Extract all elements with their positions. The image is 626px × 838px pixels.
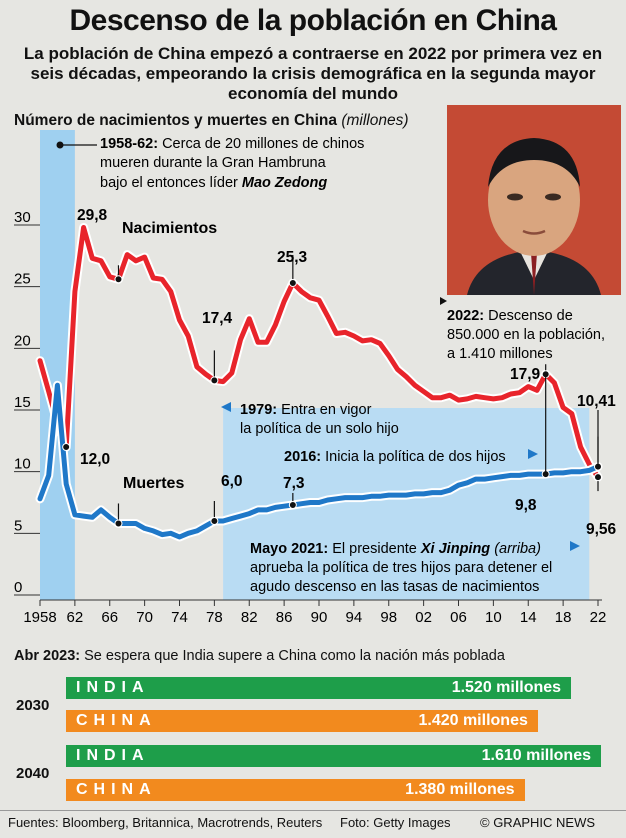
country-name: CHINA <box>76 712 157 729</box>
forecast-bar-china-2030: CHINA 1.420 millones <box>66 710 538 732</box>
two-child-arrow-icon <box>528 449 538 459</box>
chart-unit: (millones) <box>341 112 409 129</box>
svg-text:bajo el entonces líder Mao Zed: bajo el entonces líder Mao Zedong <box>100 175 327 191</box>
forecast-year-2040: 2040 <box>16 765 50 782</box>
svg-text:aprueba la política de tres hi: aprueba la política de tres hijos para d… <box>250 560 552 576</box>
births-series-label: Nacimientos <box>122 220 217 237</box>
forecast-year-2030: 2030 <box>16 697 50 714</box>
x-tick-label: 14 <box>520 609 537 626</box>
forecast-bar-india-2040: INDIA 1.610 millones <box>66 745 601 767</box>
deaths-2016-label: 9,8 <box>515 497 537 514</box>
x-tick-label: 82 <box>241 609 258 626</box>
three-child-note: Mayo 2021: El presidente Xi Jinping (arr… <box>250 541 552 595</box>
series-line-muertes <box>37 382 601 540</box>
country-name: INDIA <box>76 679 150 696</box>
y-tick-label: 5 <box>14 517 22 534</box>
three-child-arrow-icon <box>570 541 580 551</box>
births-2022-marker <box>594 473 602 492</box>
births-1987-marker <box>288 254 297 287</box>
x-tick-label: 22 <box>590 609 607 626</box>
population-value: 1.610 millones <box>481 747 591 764</box>
forecast-bar-china-2040: CHINA 1.380 millones <box>66 779 525 801</box>
footer-photo-credit: Foto: Getty Images <box>340 815 451 830</box>
x-tick-label: 66 <box>101 609 118 626</box>
births-low-1961-label: 12,0 <box>80 451 110 468</box>
births-2016-label: 17,9 <box>510 366 541 383</box>
x-tick-label: 06 <box>450 609 467 626</box>
x-tick-label: 98 <box>380 609 397 626</box>
deaths-1987-marker <box>288 492 297 509</box>
deaths-label-marker <box>114 503 123 528</box>
population-value: 1.520 millones <box>451 679 562 696</box>
deaths-1978-marker <box>210 501 219 525</box>
y-tick-label: 20 <box>14 332 31 349</box>
births-1961-marker <box>62 443 71 451</box>
y-tick-label: 15 <box>14 394 31 411</box>
series-lines <box>35 223 603 542</box>
value-markers <box>62 254 602 528</box>
x-tick-label: 78 <box>206 609 223 626</box>
deaths-series-label: Muertes <box>123 475 184 492</box>
population-2022-note: 2022: Descenso de 850.000 en la població… <box>447 308 605 362</box>
births-2022-label: 9,56 <box>586 521 617 538</box>
photo-pointer-arrow-icon <box>440 297 447 305</box>
famine-note: 1958-62: Cerca de 20 millones de chinos … <box>100 136 364 191</box>
y-axis-ticks: 0 5 10 15 20 25 30 <box>14 209 40 596</box>
chart-heading: Número de nacimientos y muertes en China… <box>14 112 409 130</box>
portrait-illustration <box>447 105 621 295</box>
births-deaths-chart: 0 5 10 15 20 25 30 1958 62 66 70 74 78 82 86 90 94 98 02 0… <box>14 130 617 626</box>
x-tick-label: 02 <box>415 609 432 626</box>
deaths-1978-label: 6,0 <box>221 473 243 490</box>
births-1978-label: 17,4 <box>202 310 233 327</box>
y-tick-label: 30 <box>14 209 31 226</box>
forecast-heading: Abr 2023: Se espera que India supere a C… <box>14 648 505 664</box>
deaths-2022-label: 10,41 <box>577 393 616 410</box>
x-axis-ticks: 1958 62 66 70 74 78 82 86 90 94 98 02 06 10 14 18 22 <box>23 599 607 626</box>
svg-text:850.000 en la población,: 850.000 en la población, <box>447 327 605 343</box>
svg-text:la política de un solo hijo: la política de un solo hijo <box>240 421 399 437</box>
svg-text:Mayo 2021: El presidente Xi Ji: Mayo 2021: El presidente Xi Jinping (arr… <box>250 541 541 557</box>
svg-text:agudo descenso en las tasas de: agudo descenso en las tasas de nacimient… <box>250 579 539 595</box>
x-tick-label: 70 <box>136 609 153 626</box>
deaths-1987-label: 7,3 <box>283 475 305 492</box>
births-peak-1963-label: 29,8 <box>77 207 108 224</box>
page-subtitle: La población de China empezó a contraers… <box>23 44 603 103</box>
x-tick-label: 62 <box>67 609 84 626</box>
chart-heading-text: Número de nacimientos y muertes en China <box>14 112 338 129</box>
xi-jinping-photo <box>447 105 621 295</box>
population-value: 1.380 millones <box>405 781 515 798</box>
x-tick-label: 1958 <box>23 609 56 626</box>
famine-connector <box>56 141 97 149</box>
svg-text:a 1.410 millones: a 1.410 millones <box>447 346 553 362</box>
x-tick-label: 94 <box>346 609 363 626</box>
births-label-marker <box>114 265 123 284</box>
births-1978-marker <box>210 350 219 385</box>
population-value: 1.420 millones <box>418 712 528 729</box>
svg-text:1979: Entra en vigor: 1979: Entra en vigor <box>240 402 372 418</box>
one-child-arrow-icon <box>221 402 231 412</box>
forecast-bar-india-2030: INDIA 1.520 millones <box>66 677 572 699</box>
page-title: Descenso de la población en China <box>69 4 557 37</box>
y-tick-label: 10 <box>14 456 31 473</box>
x-tick-label: 10 <box>485 609 502 626</box>
svg-text:2016: Inicia la política de do: 2016: Inicia la política de dos hijos <box>284 449 506 465</box>
y-tick-label: 0 <box>14 579 22 596</box>
y-tick-label: 25 <box>14 271 31 288</box>
x-tick-label: 90 <box>311 609 328 626</box>
x-tick-label: 74 <box>171 609 188 626</box>
svg-text:2022: Descenso de: 2022: Descenso de <box>447 308 573 324</box>
svg-text:1958-62: Cerca de 20 millones: 1958-62: Cerca de 20 millones de chinos <box>100 136 364 152</box>
x-tick-label: 86 <box>276 609 293 626</box>
series-line-nacimientos <box>37 225 601 480</box>
two-child-note: 2016: Inicia la política de dos hijos <box>284 449 506 465</box>
x-tick-label: 18 <box>555 609 572 626</box>
country-name: CHINA <box>76 781 157 798</box>
country-name: INDIA <box>76 747 150 764</box>
one-child-note: 1979: Entra en vigor la política de un s… <box>240 402 399 437</box>
births-1987-label: 25,3 <box>277 249 308 266</box>
svg-text:mueren durante la Gran Hambrun: mueren durante la Gran Hambruna <box>100 155 327 171</box>
footer-brand: © GRAPHIC NEWS <box>480 815 596 830</box>
footer-sources: Fuentes: Bloomberg, Britannica, Macrotre… <box>8 815 323 830</box>
footer-divider <box>0 810 626 811</box>
